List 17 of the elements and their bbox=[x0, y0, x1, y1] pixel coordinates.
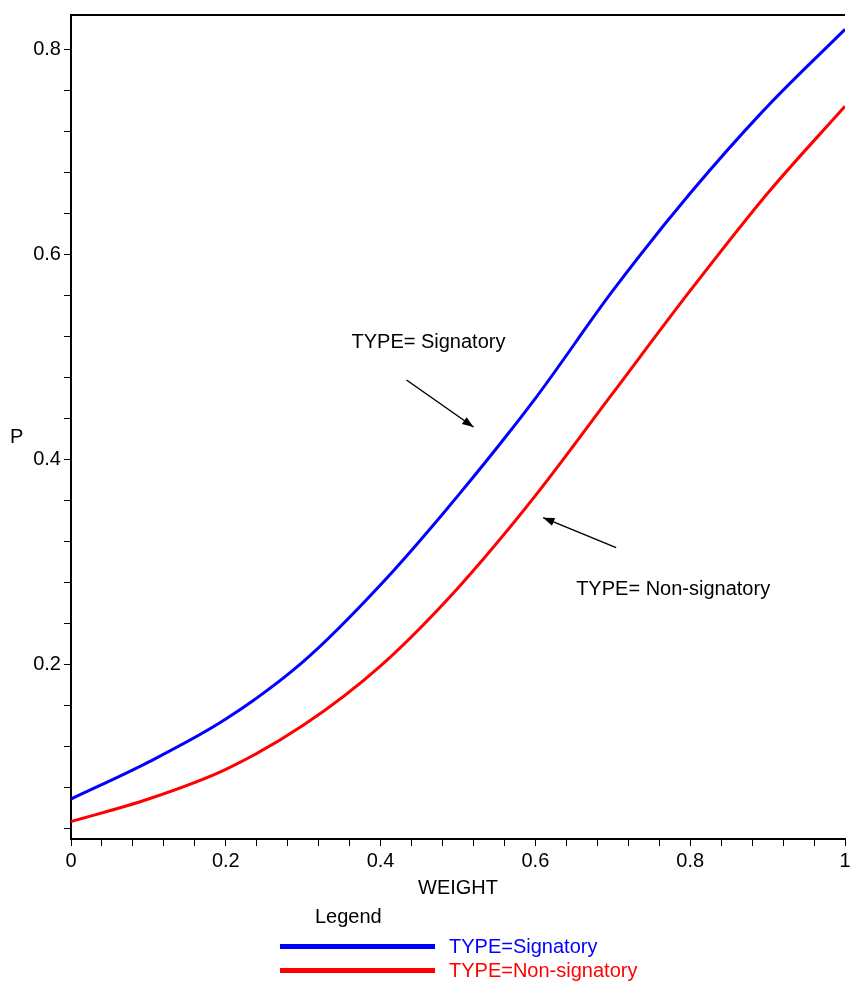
x-tick-label: 0.2 bbox=[211, 848, 240, 871]
x-tick-label: 0.8 bbox=[676, 848, 705, 871]
x-tick-label: 0.6 bbox=[521, 848, 550, 871]
x-tick-label: 0 bbox=[65, 848, 77, 871]
text: TYPE=Signatory bbox=[449, 934, 598, 958]
text: TYPE=Non-signatory bbox=[449, 958, 638, 982]
x-tick-label: 1 bbox=[839, 848, 851, 871]
y-tick-label: 0.2 bbox=[33, 652, 61, 675]
y-tick-label: 0.8 bbox=[33, 37, 61, 60]
annotation: TYPE= Signatory bbox=[351, 329, 506, 352]
y-axis-title: P bbox=[10, 425, 24, 448]
annotation: TYPE= Non-signatory bbox=[576, 577, 771, 600]
x-tick-label: 0.4 bbox=[366, 848, 395, 871]
y-tick-label: 0.4 bbox=[33, 447, 61, 470]
x-axis-title: WEIGHT bbox=[418, 875, 498, 898]
legend-title: Legend bbox=[315, 905, 383, 928]
y-tick-label: 0.6 bbox=[33, 242, 61, 265]
